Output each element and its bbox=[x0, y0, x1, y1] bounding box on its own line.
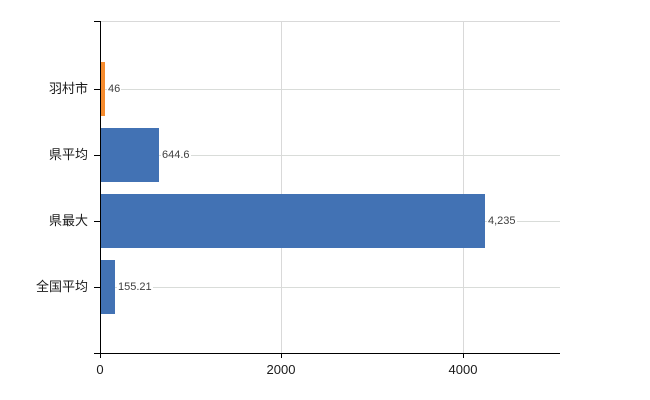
x-tick-label-2: 4000 bbox=[448, 362, 478, 377]
x-tick-label-1: 2000 bbox=[266, 362, 296, 377]
category-label-0: 羽村市 bbox=[48, 81, 88, 96]
bar-3 bbox=[101, 260, 115, 314]
y-axis-tick bbox=[94, 89, 100, 90]
gridline-horizontal bbox=[101, 89, 560, 90]
y-axis-tick-top bbox=[94, 21, 100, 22]
value-label-0: 46 bbox=[107, 82, 122, 96]
value-label-2: 4,235 bbox=[487, 214, 517, 228]
bar-2 bbox=[101, 194, 485, 248]
gridline-vertical bbox=[463, 22, 464, 353]
bar-1 bbox=[101, 128, 159, 182]
y-axis-line bbox=[100, 21, 101, 358]
gridline-horizontal bbox=[101, 287, 560, 288]
category-label-1: 県平均 bbox=[48, 147, 88, 162]
gridline-vertical bbox=[281, 22, 282, 353]
gridline-horizontal bbox=[101, 155, 560, 156]
category-label-2: 県最大 bbox=[48, 213, 88, 228]
x-axis-tick bbox=[281, 354, 282, 358]
category-label-3: 全国平均 bbox=[35, 279, 88, 294]
value-label-3: 155.21 bbox=[117, 280, 153, 294]
y-axis-tick bbox=[94, 221, 100, 222]
y-axis-tick bbox=[94, 287, 100, 288]
x-tick-label-0: 0 bbox=[96, 362, 104, 377]
x-axis-line bbox=[94, 353, 560, 354]
value-label-1: 644.6 bbox=[161, 148, 191, 162]
x-axis-tick bbox=[100, 354, 101, 358]
x-axis-tick bbox=[463, 354, 464, 358]
bar-0 bbox=[101, 62, 105, 116]
y-axis-tick bbox=[94, 155, 100, 156]
plot-top-border bbox=[100, 21, 560, 22]
